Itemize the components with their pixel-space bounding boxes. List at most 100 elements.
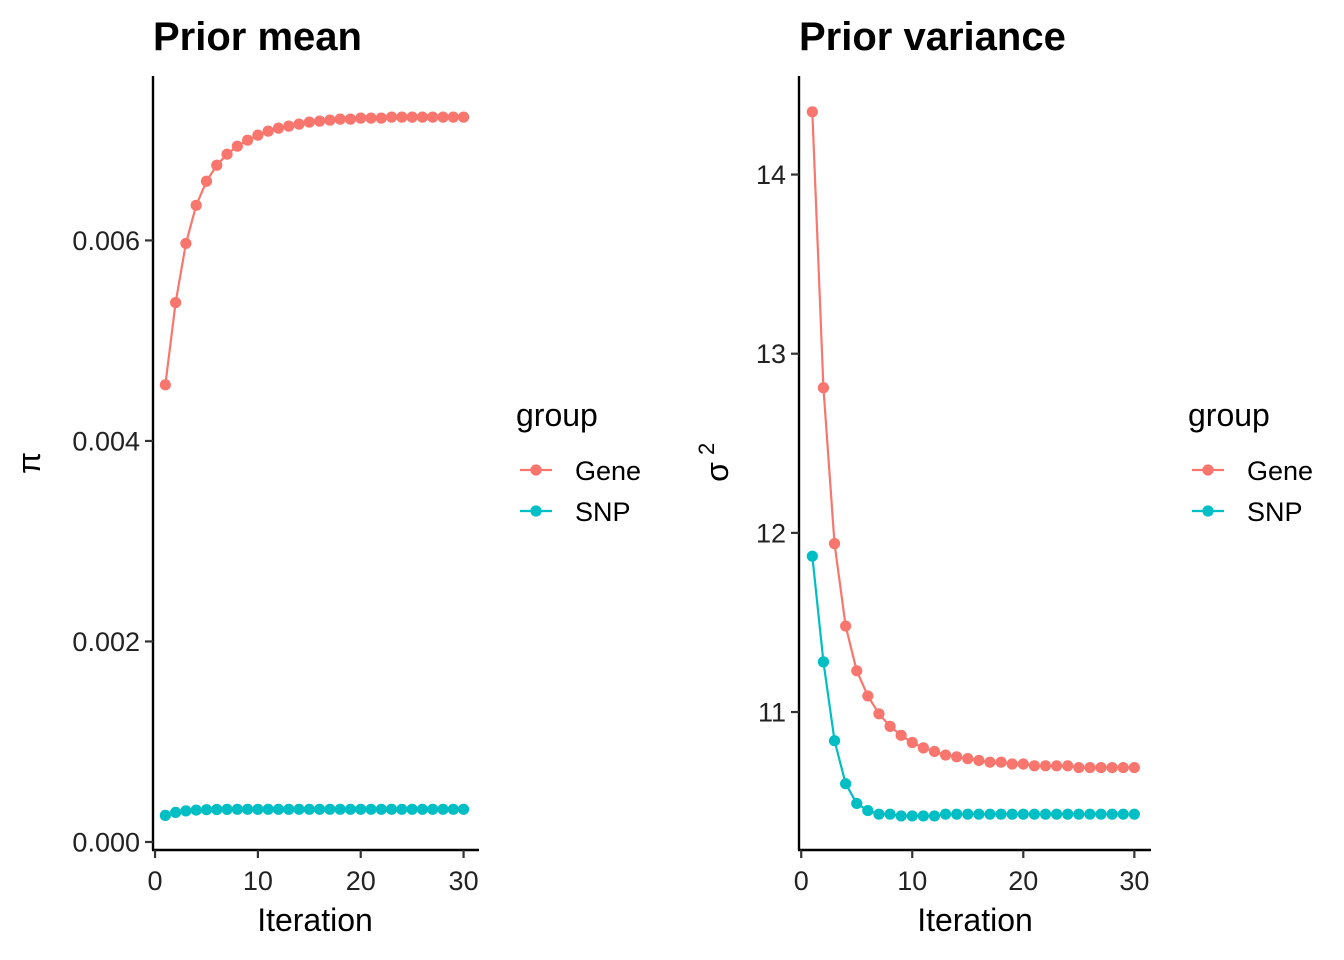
- prior-mean-title: Prior mean: [153, 15, 362, 59]
- prior-variance-data-point-gene: [1017, 758, 1029, 770]
- prior-mean-data-point-gene: [293, 118, 305, 130]
- prior-variance-data-point-gene: [962, 753, 974, 765]
- prior-mean-legend-item-snp: SNP: [520, 497, 631, 527]
- prior-mean-data-point-snp: [242, 803, 254, 815]
- prior-mean-legend-title: group: [516, 397, 598, 433]
- prior-mean-x-ticks: 0 10 20 30: [148, 850, 479, 896]
- prior-mean-legend-key-point-snp: [530, 505, 542, 517]
- prior-mean-data-point-snp: [190, 804, 202, 816]
- prior-mean-legend-key-point-gene: [530, 464, 542, 476]
- prior-variance-data-point-gene: [984, 756, 996, 768]
- prior-variance-x-tick-label: 30: [1119, 866, 1149, 896]
- prior-variance-data-point-snp: [1117, 808, 1129, 820]
- prior-variance-data-point-gene: [895, 729, 907, 741]
- prior-variance-data-point-gene: [1095, 761, 1107, 774]
- prior-mean-legend-label-snp: SNP: [575, 497, 631, 527]
- prior-mean-data-point-snp: [375, 803, 387, 815]
- prior-mean-legend-item-gene: Gene: [520, 456, 641, 486]
- prior-mean-series-layer: [159, 111, 470, 822]
- prior-variance-y-tick-label: 11: [758, 698, 786, 728]
- prior-mean-data-point-gene: [447, 111, 459, 123]
- prior-variance-data-point-gene: [806, 106, 818, 118]
- prior-mean-data-point-snp: [170, 806, 182, 819]
- prior-variance-data-point-snp: [884, 808, 896, 820]
- prior-variance-legend-label-gene: Gene: [1247, 456, 1313, 486]
- prior-mean-data-point-snp: [272, 803, 285, 815]
- prior-mean-data-point-gene: [385, 111, 398, 123]
- prior-mean-data-point-snp: [334, 803, 346, 815]
- prior-variance-y-axis-title: σ: [699, 462, 735, 482]
- prior-variance-data-point-snp: [840, 778, 852, 790]
- prior-mean-data-point-gene: [344, 113, 357, 125]
- prior-mean-data-point-gene: [406, 111, 418, 123]
- prior-mean-data-point-snp: [262, 803, 274, 815]
- prior-mean-legend: group Gene SNP: [516, 397, 641, 527]
- prior-variance-data-point-gene: [1128, 761, 1140, 774]
- prior-mean-y-tick-label: 0.006: [72, 226, 140, 256]
- prior-variance-data-point-gene: [917, 742, 929, 754]
- prior-variance-data-point-snp: [817, 656, 830, 668]
- prior-variance-y-tick-label: 14: [756, 160, 786, 190]
- prior-mean-data-point-snp: [396, 803, 408, 815]
- prior-mean-data-point-snp: [180, 805, 192, 817]
- prior-variance-data-point-gene: [928, 745, 941, 758]
- prior-variance-data-point-snp: [1084, 808, 1096, 820]
- prior-variance-data-point-gene: [1084, 761, 1096, 774]
- prior-mean-data-point-snp: [221, 803, 233, 815]
- prior-variance-legend-key-point-gene: [1202, 464, 1214, 476]
- prior-variance-data-point-gene: [840, 620, 852, 632]
- prior-mean-data-point-snp: [252, 803, 264, 815]
- prior-mean-data-point-gene: [416, 111, 429, 123]
- prior-variance-legend-item-gene: Gene: [1192, 456, 1313, 486]
- prior-mean-data-point-snp: [365, 803, 377, 815]
- prior-variance-data-point-snp: [851, 797, 863, 810]
- prior-mean-data-point-gene: [396, 111, 408, 123]
- prior-mean-data-point-gene: [324, 114, 336, 126]
- prior-mean-data-point-gene: [159, 379, 171, 391]
- prior-mean-data-point-gene: [170, 296, 182, 309]
- prior-variance-data-point-snp: [973, 808, 985, 820]
- prior-mean-x-tick-label: 20: [346, 866, 376, 896]
- prior-variance-data-point-snp: [895, 810, 907, 822]
- prior-variance-data-point-gene: [1117, 761, 1129, 774]
- prior-variance-y-axis-title-group: σ 2: [694, 443, 735, 482]
- prior-variance-data-point-snp: [1128, 808, 1140, 820]
- prior-variance-series-layer: [806, 106, 1140, 822]
- prior-variance-data-point-snp: [1062, 808, 1074, 820]
- prior-variance-data-point-snp: [1006, 808, 1018, 820]
- prior-variance-data-point-snp: [873, 808, 885, 820]
- prior-mean-data-point-gene: [303, 116, 315, 128]
- prior-variance-y-tick-label: 12: [756, 518, 786, 548]
- prior-variance-data-point-snp: [806, 550, 818, 562]
- prior-mean-data-point-gene: [355, 112, 367, 124]
- prior-mean-data-point-snp: [457, 803, 470, 815]
- prior-variance-data-point-snp: [906, 810, 918, 822]
- prior-variance-data-point-snp: [1028, 808, 1041, 820]
- prior-mean-data-point-gene: [190, 199, 202, 211]
- prior-mean-data-point-snp: [427, 803, 439, 815]
- prior-mean-data-point-snp: [355, 803, 367, 815]
- prior-variance-data-point-gene: [973, 754, 985, 767]
- prior-variance-data-point-snp: [995, 808, 1007, 820]
- prior-mean-data-point-gene: [221, 148, 233, 160]
- prior-mean-x-tick-label: 10: [243, 866, 273, 896]
- prior-mean-data-point-snp: [293, 803, 305, 815]
- prior-variance-data-point-gene: [862, 690, 874, 702]
- prior-mean-x-tick-label: 30: [449, 866, 479, 896]
- prior-mean-legend-label-gene: Gene: [575, 456, 641, 486]
- prior-variance-data-point-gene: [1006, 758, 1018, 770]
- prior-mean-plot-area: 0.000 0.002 0.004 0.006 0 10 20 30: [72, 76, 479, 896]
- prior-mean-y-tick-label: 0.000: [72, 827, 140, 857]
- prior-variance-data-point-gene: [1073, 761, 1085, 774]
- prior-mean-data-point-snp: [437, 803, 449, 815]
- prior-variance-data-point-snp: [1039, 808, 1052, 820]
- prior-variance-data-point-snp: [1017, 808, 1029, 820]
- prior-variance-data-point-snp: [1073, 808, 1085, 820]
- prior-variance-y-axis-superscript: 2: [694, 443, 719, 455]
- prior-variance-legend-label-snp: SNP: [1247, 497, 1303, 527]
- prior-variance-data-point-gene: [873, 708, 885, 720]
- prior-variance-data-point-gene: [1106, 761, 1118, 774]
- prior-variance-x-tick-label: 20: [1008, 866, 1038, 896]
- prior-mean-data-point-snp: [211, 803, 223, 816]
- prior-mean-data-point-snp: [344, 803, 357, 815]
